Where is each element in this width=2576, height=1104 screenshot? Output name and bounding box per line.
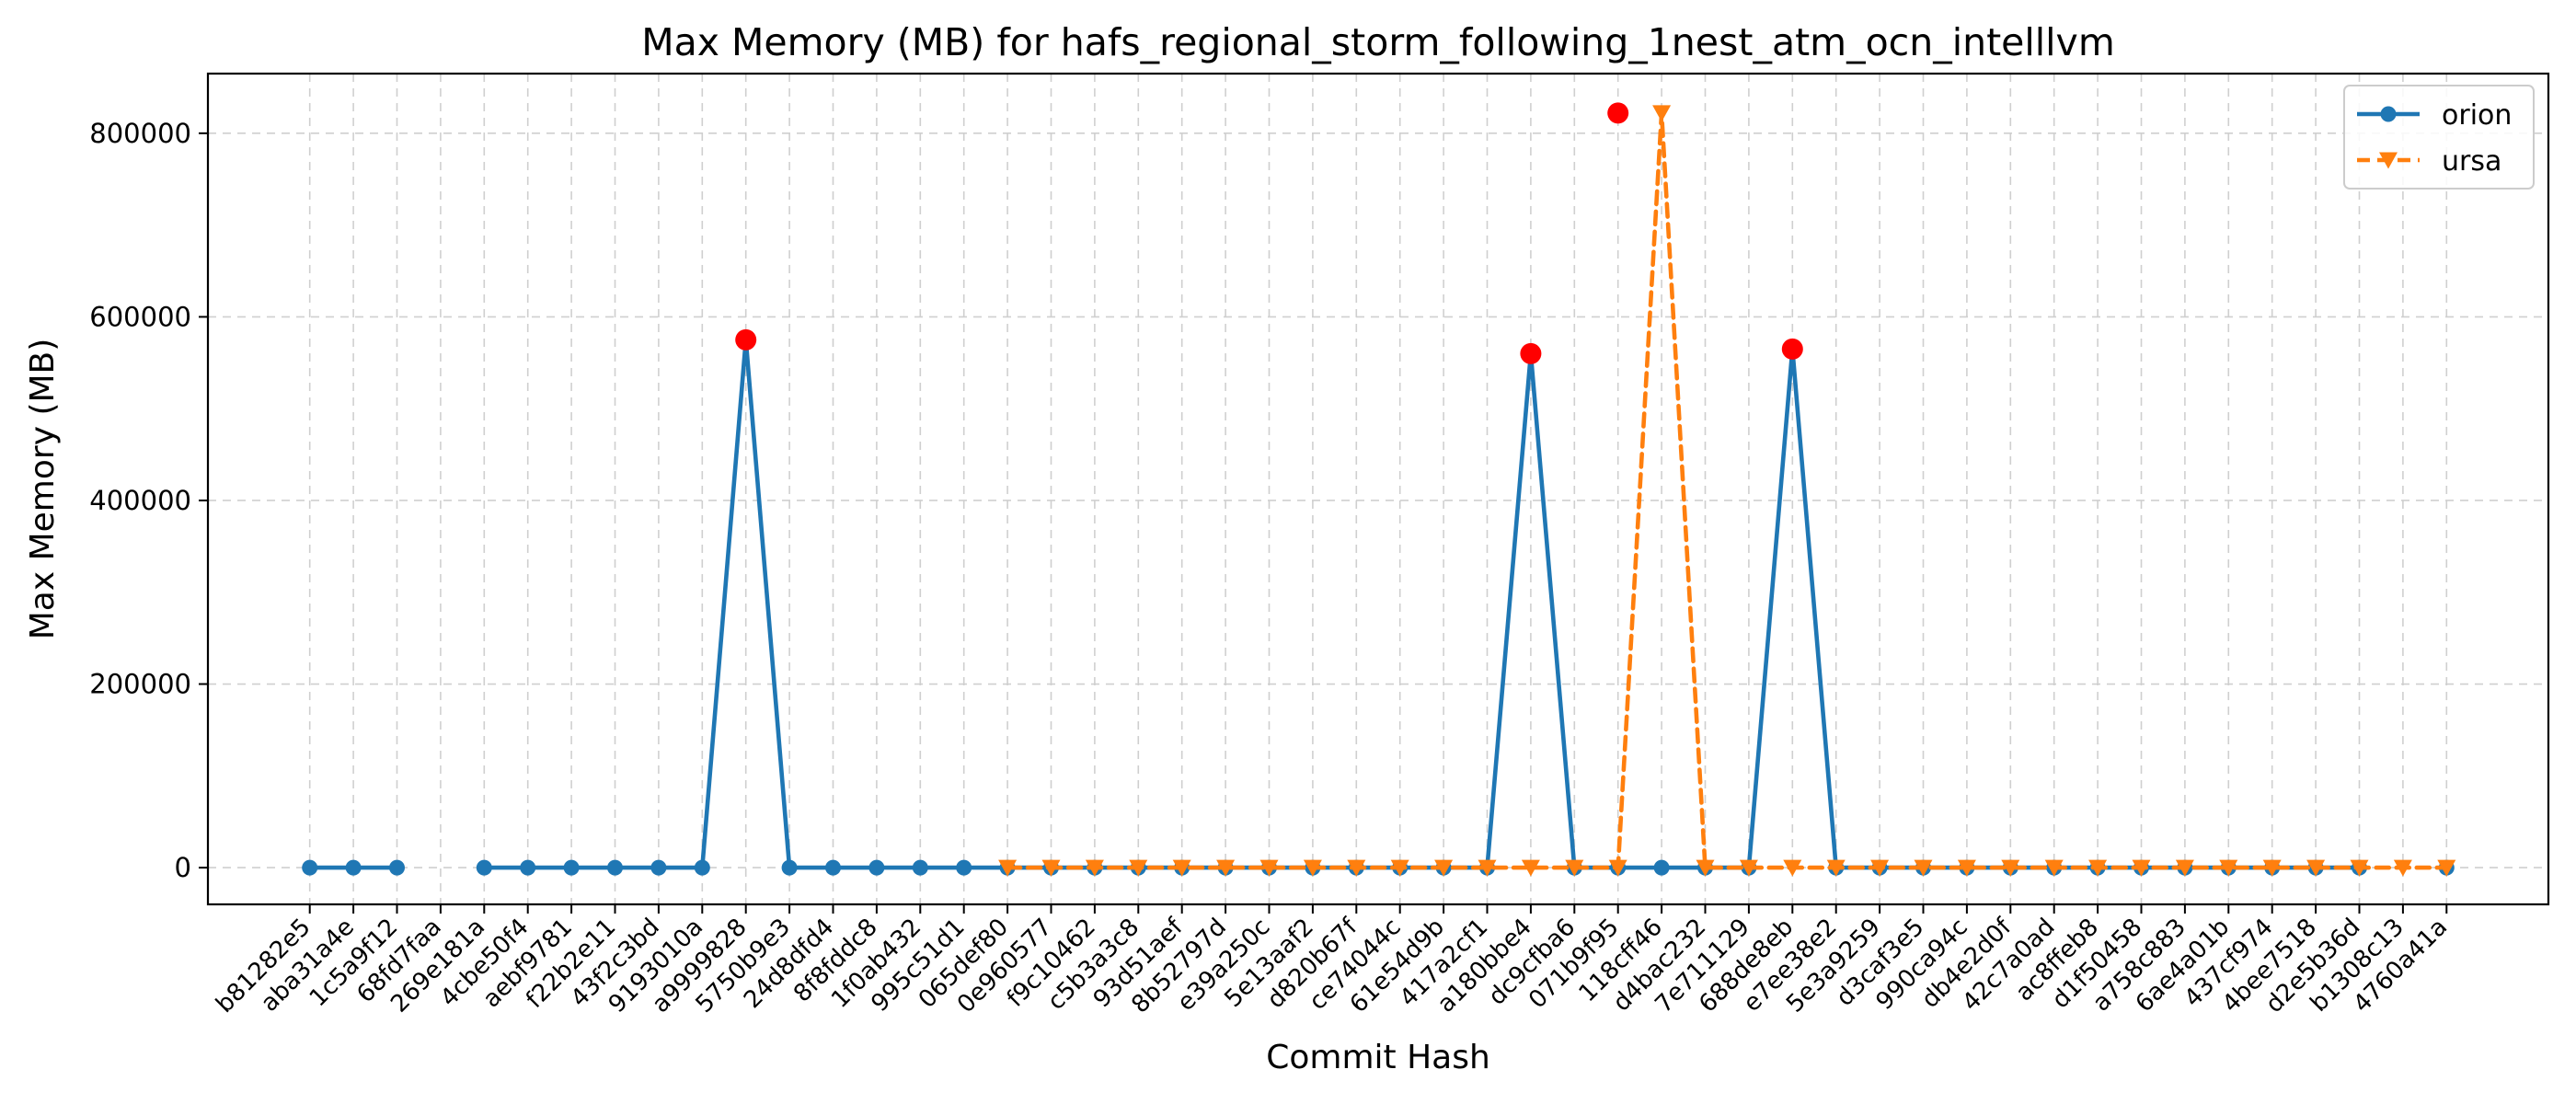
data-point-orion — [563, 859, 580, 876]
data-point-orion — [781, 859, 798, 876]
data-point-orion — [607, 859, 623, 876]
data-point-orion — [956, 859, 972, 876]
data-point-ursa — [2132, 859, 2151, 877]
data-point-ursa — [1870, 859, 1890, 877]
peak-marker — [1607, 102, 1629, 124]
data-point-ursa — [1172, 859, 1191, 877]
data-point-orion — [1653, 859, 1670, 876]
series-ursa — [998, 105, 2456, 877]
data-point-orion — [650, 859, 667, 876]
data-point-ursa — [2306, 859, 2326, 877]
plot-frame — [206, 72, 2550, 906]
data-point-ursa — [998, 859, 1018, 877]
chart-title: Max Memory (MB) for hafs_regional_storm_… — [641, 20, 2115, 64]
data-point-ursa — [1216, 859, 1236, 877]
legend-marker-ursa — [2379, 152, 2398, 169]
data-point-ursa — [1390, 859, 1409, 877]
data-point-ursa — [1129, 859, 1148, 877]
data-point-orion — [694, 859, 710, 876]
data-point-ursa — [1303, 859, 1322, 877]
data-point-ursa — [2262, 859, 2282, 877]
data-point-ursa — [1914, 859, 1933, 877]
data-point-ursa — [1521, 859, 1540, 877]
data-point-ursa — [1652, 105, 1672, 122]
data-point-ursa — [1565, 859, 1584, 877]
data-point-orion — [825, 859, 841, 876]
data-point-ursa — [1696, 859, 1715, 877]
data-point-ursa — [2088, 859, 2108, 877]
peak-marker — [1520, 342, 1542, 364]
series-line-ursa — [1005, 110, 2449, 870]
y-tick-label: 200000 — [89, 669, 191, 700]
data-point-ursa — [2001, 859, 2020, 877]
data-point-orion — [912, 859, 928, 876]
y-tick-label: 800000 — [89, 118, 191, 149]
legend: orion ursa — [2343, 85, 2535, 190]
peak-marker — [1781, 338, 1803, 360]
data-point-ursa — [1478, 859, 1497, 877]
data-point-ursa — [2175, 859, 2194, 877]
data-point-ursa — [2437, 859, 2456, 877]
data-point-ursa — [2393, 859, 2412, 877]
data-point-ursa — [1434, 859, 1454, 877]
y-axis: 0 200000 400000 600000 800000 — [89, 118, 208, 883]
data-point-orion — [520, 859, 536, 876]
data-point-ursa — [2044, 859, 2064, 877]
series-layer — [302, 102, 2456, 877]
series-orion — [302, 331, 2455, 876]
y-tick-label: 600000 — [89, 301, 191, 332]
data-point-ursa — [2219, 859, 2238, 877]
peak-highlights — [735, 102, 1803, 364]
data-point-ursa — [2350, 859, 2369, 877]
data-point-ursa — [1259, 859, 1279, 877]
data-point-ursa — [1085, 859, 1104, 877]
legend-label-orion: orion — [2442, 99, 2512, 132]
series-line-orion — [310, 339, 2447, 868]
data-point-ursa — [1739, 859, 1758, 877]
data-point-ursa — [1783, 859, 1802, 877]
peak-marker — [735, 328, 757, 351]
data-point-orion — [868, 859, 885, 876]
legend-marker-orion — [2380, 106, 2397, 122]
y-axis-label: Max Memory (MB) — [24, 339, 62, 640]
y-tick-label: 400000 — [89, 485, 191, 516]
data-point-ursa — [1957, 859, 1976, 877]
data-point-orion — [389, 859, 405, 876]
data-point-ursa — [1608, 859, 1627, 877]
data-point-ursa — [1347, 859, 1366, 877]
data-point-orion — [345, 859, 362, 876]
x-axis: b81282e5aba31a4e1c5a9f1268fd7faa269e181a… — [211, 904, 2453, 1018]
data-point-orion — [302, 859, 318, 876]
data-point-orion — [476, 859, 492, 876]
y-tick-label: 0 — [175, 852, 191, 883]
x-axis-label: Commit Hash — [1266, 1039, 1490, 1076]
data-point-ursa — [1041, 859, 1061, 877]
grid-lines — [208, 74, 2548, 904]
data-point-ursa — [1826, 859, 1846, 877]
legend-label-ursa: ursa — [2442, 145, 2501, 178]
